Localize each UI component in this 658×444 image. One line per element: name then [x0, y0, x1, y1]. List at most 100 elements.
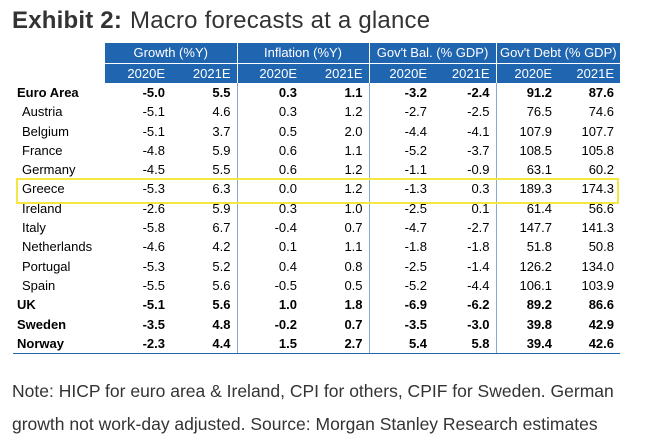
table-cell: -4.8	[142, 142, 165, 158]
table-row: Sweden -3.5 4.8 -0.2 0.7 -3.5 -3.0 39.8 42.9	[13, 314, 620, 334]
table-row: Spain -5.5 5.6 -0.5 0.5 -5.2 -4.4 106.1 103.9	[13, 275, 620, 296]
exhibit-heading: Macro forecasts at a glance	[130, 7, 431, 34]
header-balance-2021: 2021E	[433, 63, 497, 83]
country-name: France	[22, 142, 63, 158]
table-cell: 0.1	[236, 237, 303, 257]
table-cell: -5.2	[368, 275, 434, 296]
header-debt-2021: 2021E	[558, 63, 621, 83]
table-cell: 4.4	[171, 333, 237, 355]
country-name: Greece	[22, 181, 65, 197]
table-cell: 1.1	[344, 239, 363, 255]
table-cell: -0.2	[236, 314, 303, 334]
country-name: Euro Area	[17, 85, 79, 100]
table-cell: -5.3	[142, 181, 165, 197]
table-body: Euro Area -5.0 5.5 0.3 1.1 -3.2 -2.4 91.2 87.6 Au…	[13, 83, 621, 355]
table-cell: -4.1	[467, 123, 490, 139]
table-cell: 6.3	[212, 181, 231, 197]
table-row: Austria -5.1 4.6 0.3 1.2 -2.7 -2.5 76.5 74.6	[13, 102, 620, 122]
source-note: Note: HICP for euro area & Ireland, CPI …	[12, 381, 614, 434]
table-cell: 56.6	[588, 200, 615, 216]
table-row: France -4.8 5.9 0.6 1.1 -5.2 -3.7 108.5 105.8	[13, 140, 620, 161]
table-cell: 5.4	[368, 333, 434, 355]
table-cell: -2.7	[368, 102, 434, 122]
table-cell: 3.7	[212, 123, 231, 139]
table-cell: -0.4	[236, 218, 303, 238]
table-cell: -0.5	[236, 275, 303, 296]
table-cell: 5.8	[433, 333, 497, 355]
table-cell: 0.3	[236, 83, 303, 103]
table-cell: 5.5	[212, 162, 231, 178]
table-cell: 174.3	[581, 181, 615, 197]
table-cell: 1.8	[344, 297, 363, 313]
table-cell: 107.9	[495, 121, 559, 141]
table-cell: 42.6	[558, 333, 621, 355]
table-cell: 0.5	[236, 121, 303, 141]
table-cell: -2.4	[467, 85, 490, 100]
table-cell: 106.1	[495, 275, 559, 296]
table-cell: -4.7	[368, 218, 434, 238]
table-cell: -4.6	[142, 239, 165, 255]
table-cell: 0.1	[471, 200, 490, 216]
table-cell: -4.4	[368, 121, 434, 141]
country-name: Italy	[22, 220, 46, 236]
country-name: Austria	[22, 104, 63, 120]
table-cell: -4.5	[142, 162, 165, 178]
table-cell: -6.2	[467, 297, 490, 313]
table-cell: 39.4	[495, 333, 559, 355]
table-cell: 86.6	[588, 297, 615, 313]
table-cell: 0.3	[236, 102, 303, 122]
table-row: Germany -4.5 5.5 0.6 1.2 -1.1 -0.9 63.1 60.2	[13, 160, 620, 180]
header-corner	[13, 43, 105, 63]
header-growth-2021: 2021E	[171, 63, 237, 83]
table-cell: -5.1	[142, 297, 165, 313]
table-cell: 61.4	[495, 198, 559, 219]
header-debt-2020: 2020E	[495, 63, 559, 83]
country-name: Netherlands	[22, 239, 93, 255]
table-cell: -0.9	[467, 162, 490, 178]
table-cell: 0.4	[236, 256, 303, 276]
country-name: Spain	[22, 277, 56, 293]
table-cell: -3.2	[368, 83, 434, 103]
table-cell: 60.2	[588, 162, 615, 178]
table-row: Ireland -2.6 5.9 0.3 1.0 -2.5 0.1 61.4 56.6	[13, 198, 620, 219]
country-name: Portugal	[22, 258, 71, 274]
table-cell: 0.5	[344, 277, 363, 293]
table-cell: 91.2	[495, 83, 559, 103]
table-cell: 141.3	[581, 220, 615, 236]
table-cell: 126.2	[495, 256, 559, 276]
table-cell: -2.5	[467, 104, 490, 120]
table-cell: -1.8	[467, 239, 490, 255]
country-name: Germany	[22, 162, 76, 178]
header-growth: Growth (%Y)	[105, 43, 237, 64]
table-cell: -3.0	[467, 316, 490, 332]
country-name: Belgium	[22, 123, 69, 139]
table-row: Greece -5.3 6.3 0.0 1.2 -1.3 0.3 189.3 174.3	[13, 179, 620, 199]
header-balance-2020: 2020E	[368, 63, 434, 83]
table-cell: 103.9	[581, 277, 615, 293]
table-cell: 50.8	[588, 239, 615, 255]
table-cell: -5.2	[368, 140, 434, 161]
table-cell: 42.9	[588, 316, 615, 332]
table-cell: 5.5	[212, 85, 231, 100]
table-cell: 1.2	[344, 162, 363, 178]
table-cell: -5.8	[142, 220, 165, 236]
table-cell: -3.5	[142, 316, 165, 332]
table-cell: 1.5	[236, 333, 303, 355]
table-cell: -5.0	[142, 85, 165, 100]
table-cell: -5.5	[142, 277, 165, 293]
header-corner-sub	[13, 63, 105, 83]
table-cell: 1.2	[344, 104, 363, 120]
table-cell: 5.9	[212, 142, 231, 158]
header-govt-debt: Gov't Debt (% GDP)	[495, 43, 621, 64]
exhibit-label: Exhibit 2	[12, 7, 114, 34]
table-cell: -2.3	[105, 333, 171, 355]
table-cell: 5.6	[212, 277, 231, 293]
exhibit-colon: :	[113, 7, 123, 34]
table-cell: 0.7	[344, 316, 363, 332]
table-cell: 74.6	[588, 104, 615, 120]
table-cell: 4.6	[212, 104, 231, 120]
table-cell: -3.5	[368, 314, 434, 334]
country-name: Ireland	[22, 200, 62, 216]
table-cell: 76.5	[495, 102, 559, 122]
table-cell: -2.5	[368, 198, 434, 219]
